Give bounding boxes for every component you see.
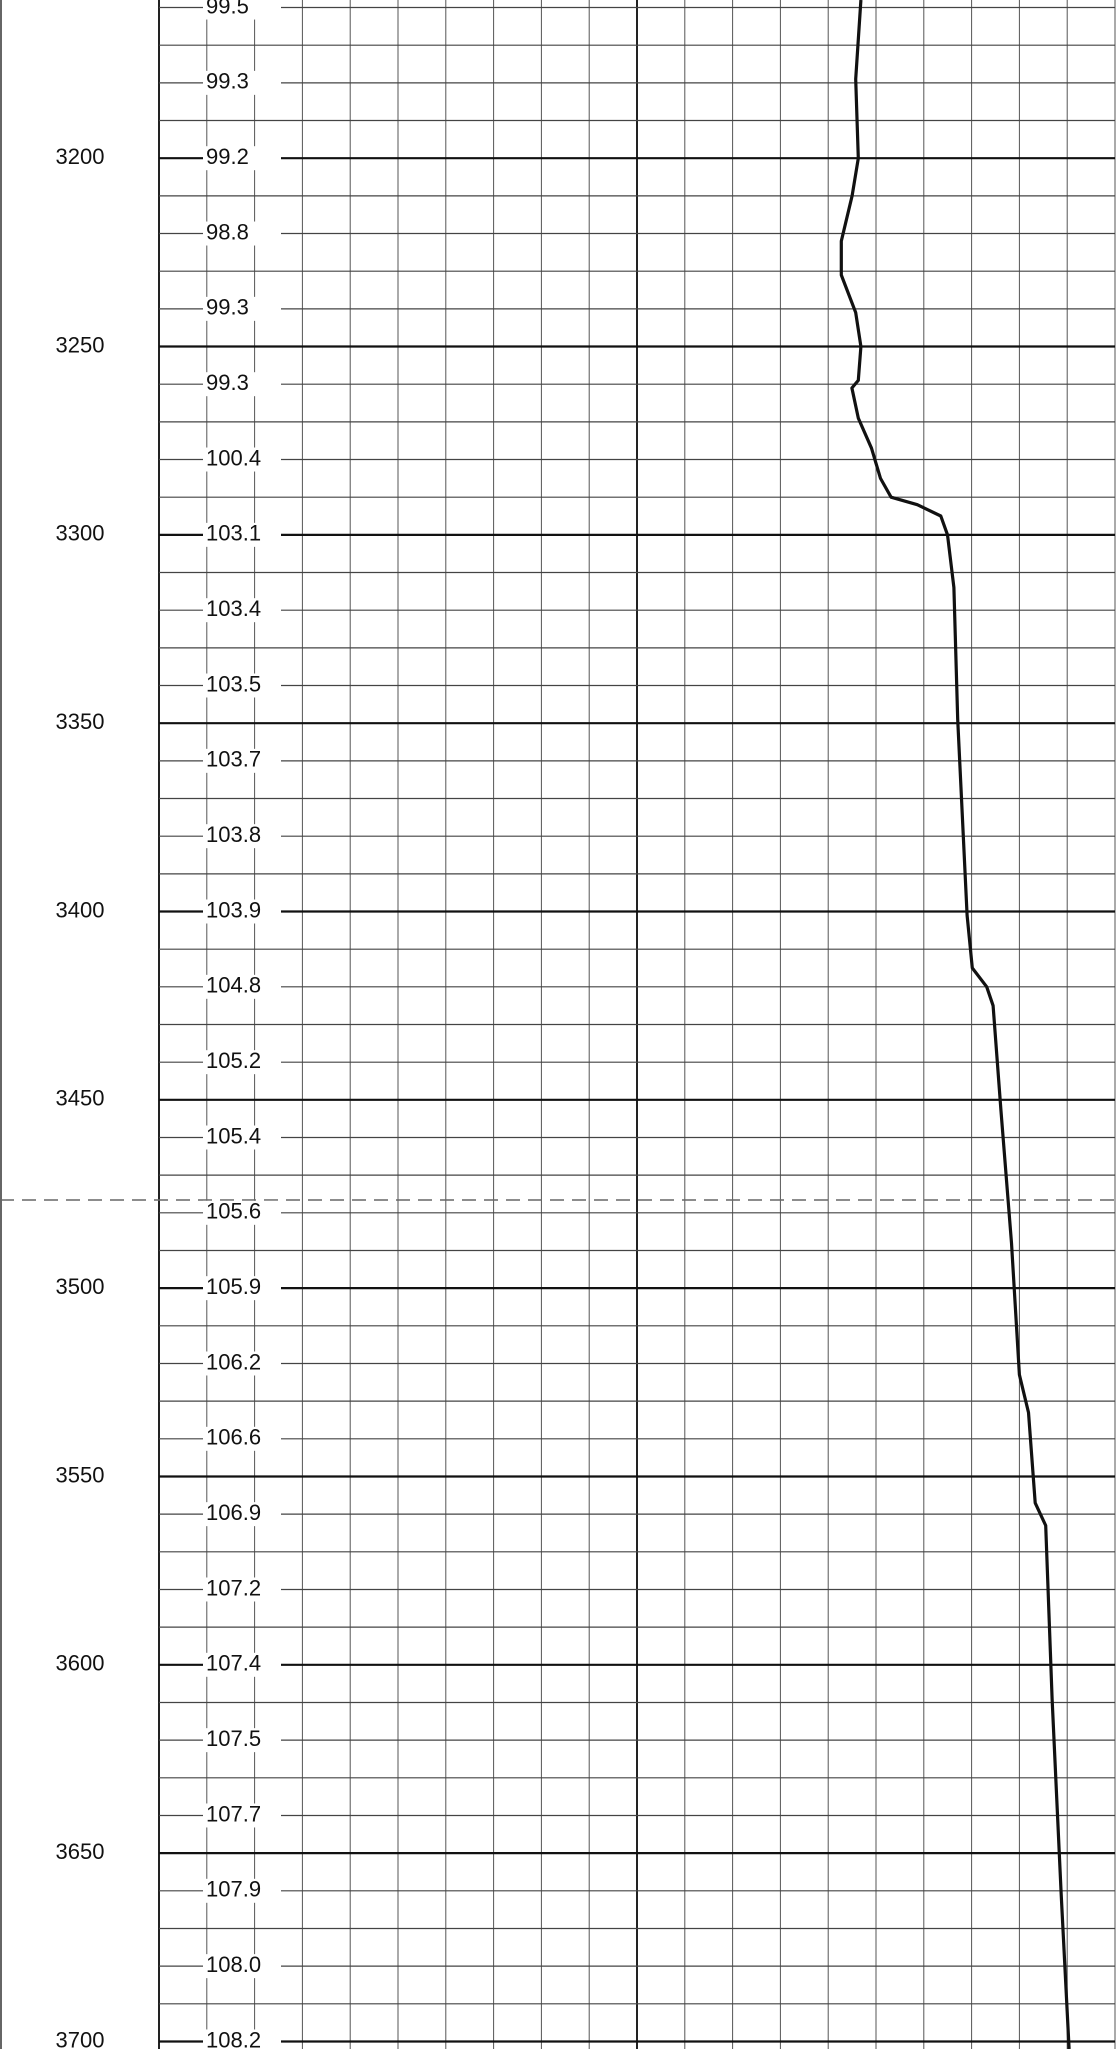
temperature-label: 99.3 [206,69,249,94]
label-bg [203,1200,281,1225]
label-bg [203,1803,281,1828]
label-bg [203,2029,281,2049]
temperature-label: 108.0 [206,1952,261,1977]
label-bg [203,372,281,397]
temperature-label: 108.2 [206,2027,261,2049]
label-bg [203,146,281,171]
y-tick-label: 3300 [56,521,105,546]
label-bg [203,1577,281,1602]
temperature-label: 103.5 [206,671,261,696]
label-bg [203,1050,281,1075]
temperature-label: 99.5 [206,0,249,18]
temperature-label: 107.4 [206,1651,261,1676]
temperature-label: 103.7 [206,747,261,772]
label-bg [203,598,281,623]
label-bg [203,974,281,999]
label-bg [203,296,281,321]
temperature-curve [839,0,1071,2049]
y-tick-label: 3400 [56,897,105,922]
label-bg [203,221,281,246]
y-tick-label: 3200 [56,144,105,169]
temperature-label: 105.2 [206,1048,261,1073]
temperature-label: 99.2 [206,144,249,169]
temperature-label: 105.9 [206,1274,261,1299]
temperature-label: 103.8 [206,822,261,847]
label-bg [203,1652,281,1677]
temperature-label: 107.5 [206,1726,261,1751]
temperature-label: 104.8 [206,973,261,998]
temperature-label: 100.4 [206,445,261,470]
temperature-label: 103.1 [206,521,261,546]
label-bg [203,1502,281,1527]
label-bg [203,1276,281,1301]
label-bg [203,1954,281,1979]
label-bg [203,748,281,773]
label-bg [203,899,281,924]
label-bg [203,1426,281,1451]
temperature-label: 107.7 [206,1801,261,1826]
y-tick-label: 3450 [56,1086,105,1111]
y-tick-label: 3600 [56,1651,105,1676]
temperature-label: 98.8 [206,219,249,244]
y-tick-label: 3350 [56,709,105,734]
temperature-label: 106.9 [206,1500,261,1525]
y-tick-label: 3250 [56,332,105,357]
label-bg [203,447,281,472]
temperature-label: 103.9 [206,897,261,922]
label-bg [203,1878,281,1903]
temperature-label: 105.4 [206,1123,261,1148]
label-bg [203,522,281,547]
temperature-label: 107.9 [206,1877,261,1902]
label-bg [203,673,281,698]
temperature-label: 99.3 [206,370,249,395]
label-bg [203,824,281,849]
label-bg [203,0,281,20]
label-bg [203,1728,281,1753]
y-tick-label: 3550 [56,1462,105,1487]
label-bg [203,70,281,95]
temperature-label: 99.3 [206,295,249,320]
temperature-label: 106.6 [206,1425,261,1450]
temperature-label: 107.2 [206,1575,261,1600]
y-tick-label: 3500 [56,1274,105,1299]
temperature-label: 105.6 [206,1199,261,1224]
y-tick-label: 3650 [56,1839,105,1864]
label-bg [203,1351,281,1376]
temperature-label: 106.2 [206,1349,261,1374]
y-tick-label: 3700 [56,2027,105,2049]
temperature-label: 103.4 [206,596,261,621]
label-bg [203,1125,281,1150]
